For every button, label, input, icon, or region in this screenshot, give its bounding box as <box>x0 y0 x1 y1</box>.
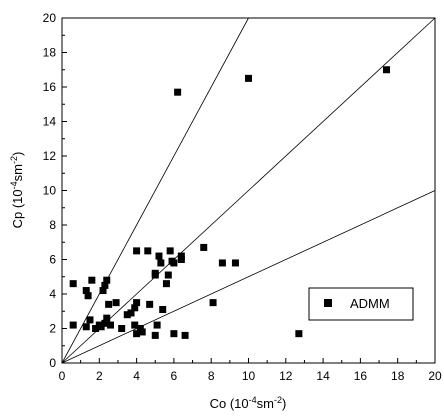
y-tick-label: 4 <box>49 287 56 301</box>
data-point <box>295 330 303 338</box>
x-tick-label: 2 <box>96 369 103 383</box>
data-point <box>103 276 111 284</box>
reference-line-0 <box>61 17 249 364</box>
data-point <box>164 271 172 279</box>
y-tick-label: 0 <box>49 356 56 370</box>
legend: ADMM <box>308 287 414 321</box>
data-point <box>88 276 96 284</box>
y-axis-ticks: 0 2 4 6 8 10 12 14 16 18 20 <box>43 11 67 370</box>
x-tick-label: 16 <box>354 369 368 383</box>
data-point <box>155 252 163 260</box>
data-point <box>170 330 178 338</box>
legend-marker <box>324 299 332 307</box>
data-point <box>69 321 77 329</box>
y-tick-label: 8 <box>49 218 56 232</box>
x-tick-label: 18 <box>391 369 405 383</box>
data-point <box>153 321 161 329</box>
data-point <box>131 321 139 329</box>
data-point <box>151 331 159 339</box>
data-point <box>138 328 146 336</box>
x-axis-ticks: 0 2 4 6 8 10 12 14 16 18 20 <box>59 358 442 383</box>
data-point <box>181 331 189 339</box>
y-axis-title: Cp (10-4sm-2) <box>9 152 25 229</box>
data-point <box>177 256 185 263</box>
legend-label: ADMM <box>350 296 390 311</box>
y-tick-label: 12 <box>43 149 57 163</box>
data-point <box>69 280 77 288</box>
data-point <box>231 259 239 267</box>
data-point <box>151 271 159 279</box>
data-point <box>101 281 109 289</box>
y-tick-label: 18 <box>43 46 57 60</box>
y-tick-label: 2 <box>49 322 56 336</box>
data-point <box>245 74 252 82</box>
x-tick-label: 0 <box>59 369 66 383</box>
data-point <box>97 323 105 331</box>
x-axis-title: Co (10-4sm-2) <box>210 395 287 411</box>
data-point <box>84 292 92 300</box>
data-point <box>112 299 120 307</box>
data-point <box>174 88 182 96</box>
reference-line-2 <box>61 190 436 364</box>
data-point <box>170 259 178 267</box>
data-point <box>131 304 139 312</box>
data-point <box>162 280 170 288</box>
data-point <box>133 299 141 307</box>
data-point <box>101 319 109 327</box>
data-point <box>86 316 94 324</box>
y-tick-label: 10 <box>43 184 57 198</box>
data-point <box>82 323 90 331</box>
x-tick-label: 4 <box>133 369 140 383</box>
data-point <box>133 247 141 255</box>
data-point <box>103 314 111 322</box>
x-tick-label: 6 <box>171 369 178 383</box>
reference-line-1 <box>61 17 436 364</box>
data-points <box>69 66 391 339</box>
x-tick-label: 20 <box>428 369 442 383</box>
data-point <box>82 287 90 295</box>
y-tick-label: 16 <box>43 80 57 94</box>
data-point <box>159 306 167 314</box>
x-tick-label: 12 <box>279 369 293 383</box>
data-point <box>218 259 226 267</box>
data-point <box>157 259 165 267</box>
reference-lines <box>61 17 436 364</box>
data-point <box>92 325 100 332</box>
data-point <box>123 311 131 319</box>
data-point <box>166 247 174 255</box>
data-point <box>106 321 114 329</box>
data-point <box>200 243 208 251</box>
data-point <box>99 287 107 295</box>
y-tick-label: 6 <box>49 253 56 267</box>
x-tick-label: 8 <box>208 369 215 383</box>
data-point <box>209 299 217 307</box>
data-point <box>133 330 141 338</box>
y-tick-label: 20 <box>43 11 57 25</box>
data-point <box>383 66 391 74</box>
data-point <box>118 325 126 332</box>
x-tick-label: 10 <box>242 369 256 383</box>
y-tick-label: 14 <box>43 115 57 129</box>
data-point <box>146 300 154 308</box>
data-point <box>144 247 152 255</box>
x-tick-label: 14 <box>316 369 330 383</box>
data-point <box>127 309 135 317</box>
data-point <box>105 300 113 308</box>
